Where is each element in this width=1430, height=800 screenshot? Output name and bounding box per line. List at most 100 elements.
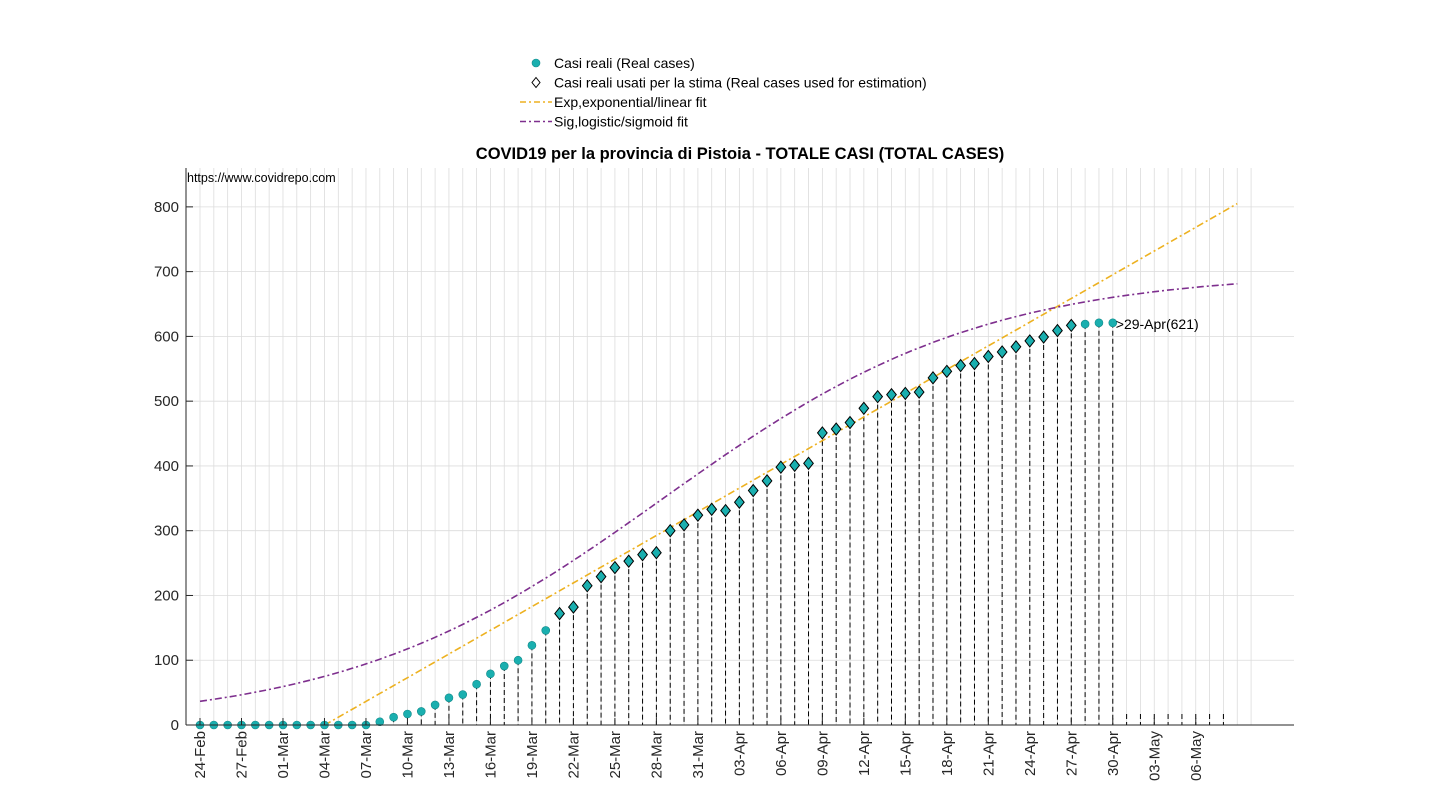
real-case-point — [430, 700, 440, 710]
y-tick-label: 0 — [171, 717, 179, 734]
y-tick-label: 100 — [154, 652, 179, 669]
x-tick-label: 28-Mar — [648, 731, 665, 779]
real-case-point — [1108, 318, 1118, 328]
legend-entry: Casi reali (Real cases) — [531, 55, 695, 71]
estimation-point — [941, 364, 953, 379]
x-tick-label: 19-Mar — [524, 731, 541, 779]
estimation-point — [858, 401, 870, 416]
real-case-point — [403, 709, 412, 719]
estimation-point — [1038, 330, 1050, 344]
estimation-point — [899, 386, 911, 401]
x-tick-label: 01-Mar — [275, 731, 292, 779]
x-tick-label: 04-Mar — [316, 731, 333, 779]
x-tick-label: 24-Feb — [192, 731, 209, 779]
drop-lines — [379, 322, 1224, 725]
estimation-point — [982, 349, 994, 364]
x-tick-label: 15-Apr — [897, 731, 914, 776]
legend-label: Casi reali usati per la stima (Real case… — [554, 75, 927, 91]
x-tick-label: 07-Mar — [358, 731, 375, 779]
x-tick-label: 21-Apr — [980, 731, 997, 776]
estimation-point — [955, 358, 967, 373]
estimation-point — [664, 523, 676, 538]
real-case-point — [444, 693, 454, 703]
estimation-point — [706, 502, 718, 517]
real-case-point — [458, 690, 468, 699]
estimation-point — [886, 387, 897, 402]
estimation-point — [567, 600, 579, 614]
estimation-point — [761, 474, 773, 488]
estimation-point — [913, 385, 925, 399]
estimation-point — [969, 356, 980, 371]
legend: Casi reali (Real cases) Casi reali usati … — [520, 55, 927, 130]
estimation-point — [830, 422, 842, 436]
watermark-url: https://www.covidrepo.com — [187, 171, 336, 185]
x-tick-label: 10-Mar — [399, 731, 416, 779]
real-case-point — [1094, 318, 1104, 328]
x-tick-label: 06-May — [1188, 731, 1205, 782]
estimation-point — [1052, 323, 1063, 338]
legend-label: Sig,logistic/sigmoid fit — [554, 114, 688, 130]
estimation-point — [720, 503, 731, 518]
estimation-point — [775, 460, 787, 475]
x-tick-label: 27-Apr — [1063, 731, 1080, 776]
x-tick-label: 12-Apr — [856, 731, 873, 776]
estimation-point — [789, 458, 801, 473]
legend-label: Exp,exponential/linear fit — [554, 94, 707, 110]
y-tick-label: 300 — [154, 523, 179, 540]
x-tick-label: 27-Feb — [233, 731, 250, 779]
last-value-annotation: >29-Apr(621) — [1116, 316, 1199, 332]
estimation-point — [692, 508, 704, 522]
estimation-point — [872, 389, 884, 404]
x-tick-label: 25-Mar — [607, 731, 624, 779]
y-tick-label: 700 — [154, 264, 179, 281]
y-tick-label: 200 — [154, 587, 179, 604]
x-tick-label: 18-Apr — [939, 731, 956, 776]
legend-entry: Casi reali usati per la stima (Real case… — [531, 75, 927, 91]
x-tick-label: 03-May — [1146, 731, 1163, 782]
x-tick-label: 03-Apr — [731, 731, 748, 776]
estimation-point — [678, 518, 690, 532]
estimation-point — [637, 547, 649, 562]
estimation-point — [1010, 339, 1022, 354]
estimation-point — [1024, 334, 1036, 348]
estimation-point — [554, 606, 566, 621]
x-tick-label: 22-Mar — [565, 731, 582, 779]
real-case-point — [513, 655, 523, 665]
estimation-point — [996, 345, 1008, 359]
axes: 0 100 200 300 400 500 600 700 800 24-Feb 27-Feb 01-… — [154, 168, 1294, 781]
legend-diamond-marker — [531, 76, 541, 89]
sig-fit-curve — [199, 283, 1238, 703]
x-tick-label: 30-Apr — [1105, 731, 1122, 776]
estimation-point — [1065, 318, 1077, 333]
estimation-point — [927, 371, 939, 385]
estimation-point — [803, 456, 814, 471]
real-case-point — [472, 679, 481, 689]
legend-circle-marker — [531, 58, 541, 68]
x-tick-label: 16-Mar — [482, 731, 499, 779]
real-case-point — [541, 626, 551, 635]
estimation-point — [733, 495, 745, 510]
y-tick-label: 400 — [154, 458, 179, 475]
estimation-point — [747, 483, 759, 498]
y-tick-label: 500 — [154, 393, 179, 410]
real-case-point — [499, 661, 509, 671]
estimation-point — [623, 554, 635, 568]
real-case-point — [1080, 319, 1090, 329]
estimation-point — [581, 578, 593, 593]
real-case-point — [389, 712, 398, 722]
y-tick-label: 600 — [154, 328, 179, 345]
real-case-point — [416, 707, 426, 716]
y-tick-label: 800 — [154, 199, 179, 216]
x-tick-label: 09-Apr — [814, 731, 831, 776]
x-tick-label: 13-Mar — [441, 731, 458, 779]
real-case-point — [527, 641, 537, 650]
real-case-point — [486, 669, 495, 679]
estimation-point — [595, 569, 607, 584]
x-tick-label: 06-Apr — [773, 731, 790, 776]
chart-title: COVID19 per la provincia di Pistoia - TO… — [476, 145, 1004, 163]
x-tick-label: 31-Mar — [690, 731, 707, 779]
legend-label: Casi reali (Real cases) — [554, 55, 695, 71]
real-case-point — [375, 717, 385, 727]
